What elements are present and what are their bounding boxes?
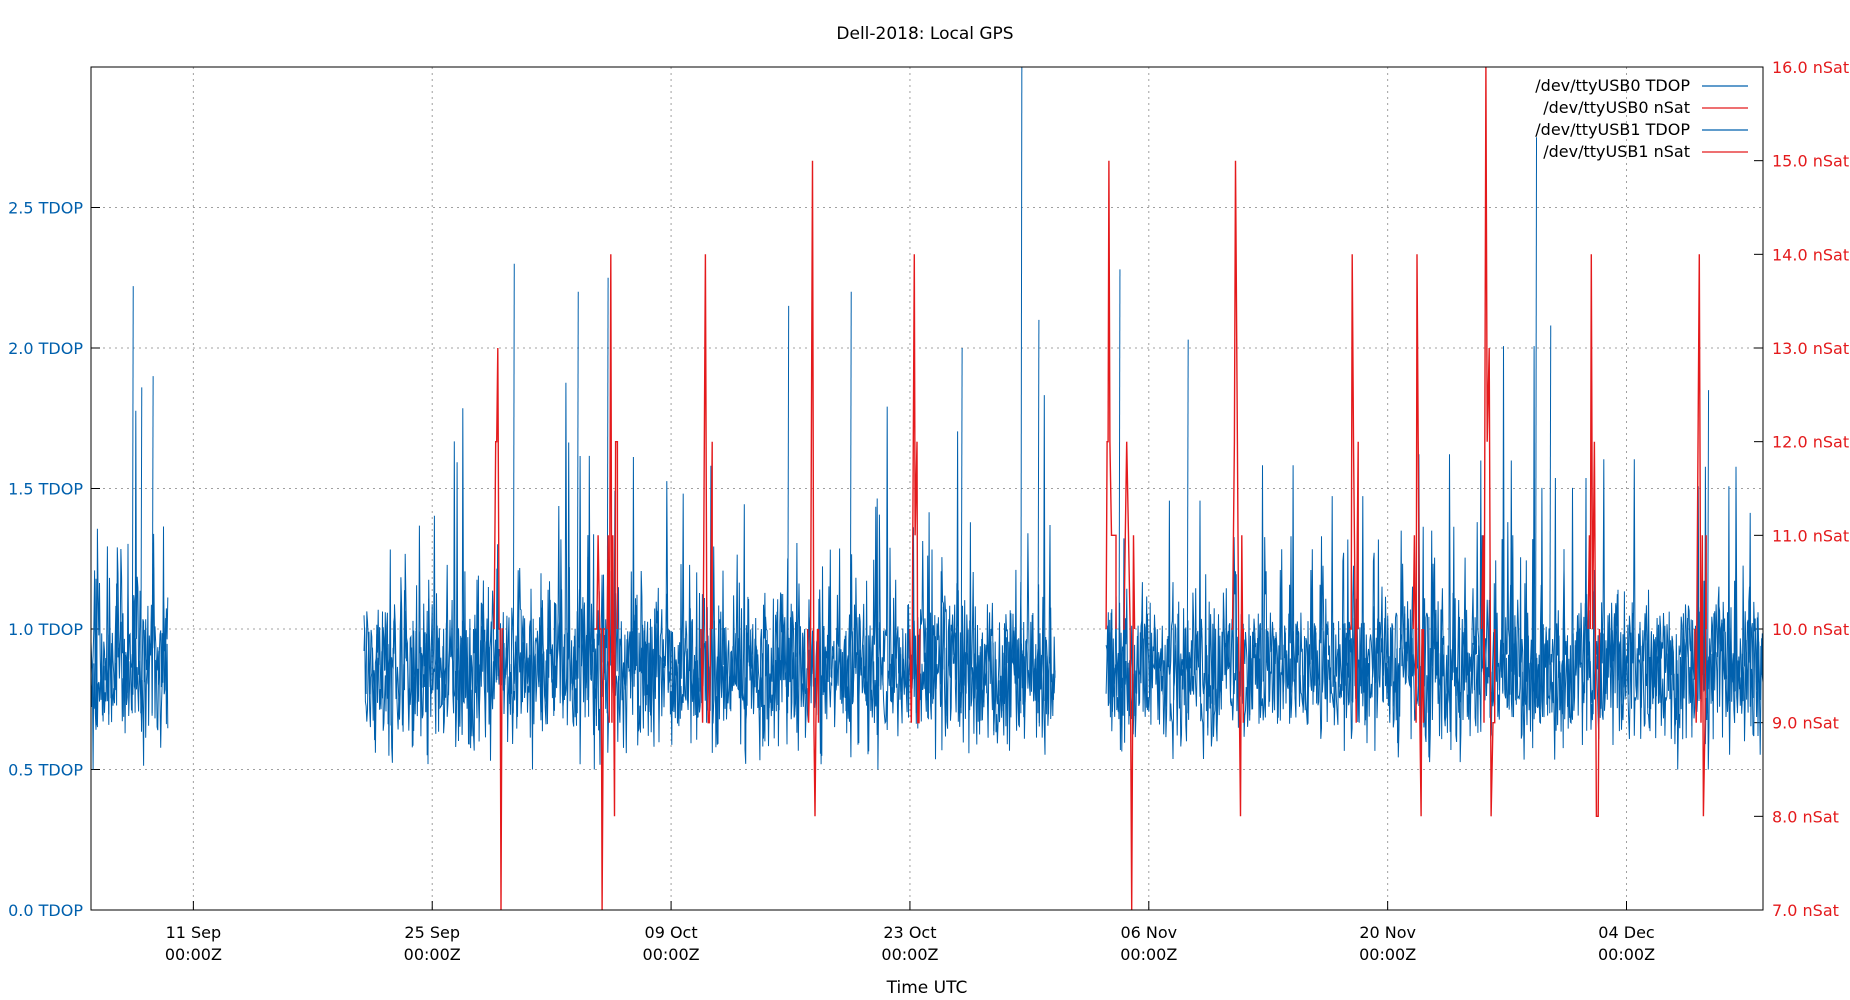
tdop-peak [960, 347, 963, 714]
nsat-burst [606, 254, 619, 817]
legend: /dev/ttyUSB0 TDOP/dev/ttyUSB0 nSat/dev/t… [1535, 76, 1748, 161]
x-tick-label: 04 Dec [1598, 923, 1654, 942]
tdop-peak [787, 305, 790, 714]
y-left-tick-label: 0.0 TDOP [8, 901, 83, 920]
x-tick-sublabel: 00:00Z [1359, 945, 1416, 964]
tdop-peak [1549, 325, 1552, 714]
y-right-tick-label: 14.0 nSat [1772, 245, 1849, 264]
y-left-tick-label: 1.5 TDOP [8, 480, 83, 499]
x-tick-sublabel: 00:00Z [1120, 945, 1177, 964]
x-tick-label: 06 Nov [1120, 923, 1177, 942]
tdop-peak [1020, 66, 1023, 714]
tdop-peak [1118, 269, 1121, 714]
legend-label: /dev/ttyUSB1 TDOP [1535, 120, 1690, 139]
x-tick-label: 25 Sep [404, 923, 460, 942]
y-left-tick-label: 2.5 TDOP [8, 199, 83, 218]
y-right-tick-label: 11.0 nSat [1772, 526, 1849, 545]
x-axis: 11 Sep 00:00Z 25 Sep 00:00Z 09 Oct 00:00Z 23 O… [165, 901, 1655, 964]
x-tick-label: 11 Sep [166, 923, 222, 942]
legend-label: /dev/ttyUSB0 TDOP [1535, 76, 1690, 95]
y-left-tick-label: 1.0 TDOP [8, 620, 83, 639]
tdop-peak [1186, 339, 1189, 714]
x-axis-label: Time UTC [886, 978, 968, 998]
x-tick-label: 23 Oct [883, 923, 936, 942]
y-right-axis: 7.0 nSat 8.0 nSat 9.0 nSat 10.0 nSat 11.0 nS… [1754, 58, 1849, 920]
y-right-tick-label: 12.0 nSat [1772, 433, 1849, 452]
plot-frame [90, 66, 1764, 911]
x-tick-label: 09 Oct [645, 923, 698, 942]
y-left-tick-label: 2.0 TDOP [8, 339, 83, 358]
x-tick-label: 20 Nov [1359, 923, 1416, 942]
series-layer [90, 66, 1764, 911]
grid-layer [91, 67, 1763, 910]
nsat-burst [1123, 441, 1136, 911]
tdop-peak [131, 286, 134, 714]
nsat-burst [1349, 254, 1359, 723]
y-left-axis: 0.0 TDOP 0.5 TDOP 1.0 TDOP 1.5 TDOP 2.0 TDOP… [8, 199, 100, 920]
y-right-tick-label: 10.0 nSat [1772, 620, 1849, 639]
tdop-peak [1037, 319, 1040, 714]
x-tick-sublabel: 00:00Z [1598, 945, 1655, 964]
tdop-peak [140, 387, 143, 714]
nsat-burst [1694, 254, 1707, 817]
tdop-peak [606, 277, 609, 714]
y-right-tick-label: 8.0 nSat [1772, 807, 1839, 826]
y-right-tick-label: 16.0 nSat [1772, 58, 1849, 77]
nsat-burst [1105, 160, 1117, 630]
nsat-burst [493, 347, 504, 911]
tdop-peak [576, 291, 579, 714]
chart-title: Dell-2018: Local GPS [836, 24, 1013, 44]
tdop-peak [1535, 137, 1538, 714]
nsat-burst [806, 160, 820, 817]
legend-label: /dev/ttyUSB1 nSat [1543, 142, 1690, 161]
x-tick-sublabel: 00:00Z [881, 945, 938, 964]
nsat-burst [594, 535, 606, 911]
legend-label: /dev/ttyUSB0 nSat [1543, 98, 1690, 117]
tdop-peak [512, 263, 515, 714]
nsat-burst [1480, 66, 1496, 817]
nsat-burst [1587, 254, 1601, 817]
nsat-burst [909, 254, 921, 724]
nsat-burst [1231, 160, 1244, 817]
nsat-burst [1412, 254, 1425, 817]
x-tick-sublabel: 00:00Z [643, 945, 700, 964]
x-tick-sublabel: 00:00Z [165, 945, 222, 964]
tdop-peak [849, 291, 852, 714]
y-right-tick-label: 7.0 nSat [1772, 901, 1839, 920]
y-right-tick-label: 15.0 nSat [1772, 152, 1849, 171]
y-left-tick-label: 0.5 TDOP [8, 761, 83, 780]
y-right-tick-label: 13.0 nSat [1772, 339, 1849, 358]
y-right-tick-label: 9.0 nSat [1772, 714, 1839, 733]
x-tick-sublabel: 00:00Z [404, 945, 461, 964]
nsat-burst [700, 254, 713, 724]
tdop-peak [1707, 390, 1710, 714]
tdop-peak [151, 376, 154, 714]
